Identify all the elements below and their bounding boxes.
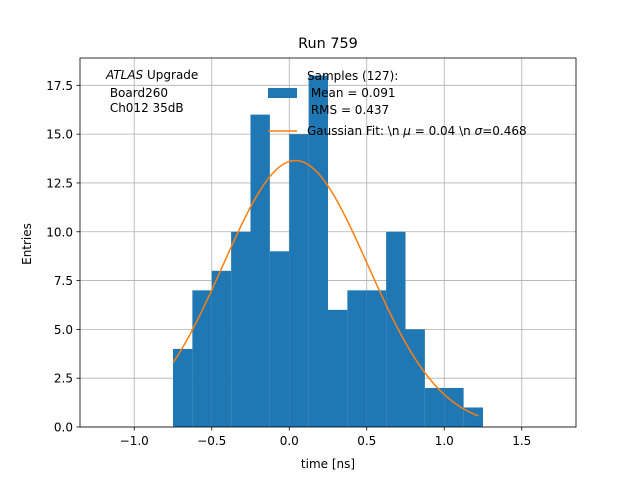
histogram-bar xyxy=(289,134,309,427)
histogram-bar xyxy=(386,231,406,427)
histogram-bar xyxy=(231,231,251,427)
legend-histogram-line-1: Samples (127): xyxy=(307,69,398,83)
legend-fit-sigma: σ xyxy=(475,124,483,138)
legend-histogram-line-3: RMS = 0.437 xyxy=(307,103,389,117)
histogram-bar xyxy=(173,348,193,427)
histogram-bar xyxy=(308,75,328,428)
legend-histogram-line-2: Mean = 0.091 xyxy=(307,86,396,100)
x-tick-label: −0.5 xyxy=(197,434,226,448)
x-tick-label: −1.0 xyxy=(120,434,149,448)
legend-histogram-patch xyxy=(268,88,297,98)
annotation-upgrade: Upgrade xyxy=(143,68,198,82)
y-axis-label: Entries xyxy=(20,223,34,265)
annotation-atlas: ATLAS xyxy=(105,68,144,82)
histogram-bar xyxy=(328,309,348,427)
legend-fit-part-2: = 0.04 \n xyxy=(411,124,475,138)
legend: Samples (127): Mean = 0.091 RMS = 0.437 … xyxy=(268,69,527,138)
x-axis-label: time [ns] xyxy=(301,457,355,471)
histogram-bar xyxy=(211,270,232,427)
histogram-bar xyxy=(366,290,387,427)
x-tick-label: 1.5 xyxy=(512,434,531,448)
atlas-annotation: ATLAS Upgrade Board260 Ch012 35dB xyxy=(105,68,198,115)
histogram-bar xyxy=(444,387,464,427)
y-tick-label: 12.5 xyxy=(46,176,73,190)
histogram-bar xyxy=(250,114,270,427)
legend-fit-label: Gaussian Fit: \n μ = 0.04 \n σ=0.468 xyxy=(307,124,527,138)
gaussian-fit-curve xyxy=(172,159,479,417)
annotation-line-3: Ch012 35dB xyxy=(106,101,184,115)
legend-fit-mu: μ xyxy=(402,124,411,138)
annotation-line-1: ATLAS Upgrade xyxy=(105,68,198,82)
histogram-bar xyxy=(405,329,425,427)
y-tick-label: 2.5 xyxy=(54,372,73,386)
histogram-bars xyxy=(173,75,483,428)
histogram-bar xyxy=(424,387,445,427)
y-tick-label: 10.0 xyxy=(46,225,73,239)
y-tick-label: 0.0 xyxy=(54,421,73,435)
chart-title: Run 759 xyxy=(298,36,358,52)
plot-frame xyxy=(79,57,577,428)
y-tick-label: 15.0 xyxy=(46,128,73,142)
y-tick-label: 7.5 xyxy=(54,274,73,288)
x-tick-label: 0.5 xyxy=(357,434,376,448)
histogram-bar xyxy=(347,290,367,427)
legend-fit-part-3: =0.468 xyxy=(482,124,526,138)
legend-fit-part-1: Gaussian Fit: \n xyxy=(307,124,403,138)
annotation-line-2: Board260 xyxy=(106,86,168,100)
y-tick-label: 17.5 xyxy=(46,79,73,93)
y-tick-label: 5.0 xyxy=(54,323,73,337)
axis-ticks: −1.0 −0.5 0.0 0.5 1.0 1.5 0.0 2.5 5.0 7.5 10.0 12.5… xyxy=(46,79,531,448)
x-tick-label: 0.0 xyxy=(280,434,299,448)
x-tick-label: 1.0 xyxy=(435,434,454,448)
histogram-bar xyxy=(269,251,290,427)
histogram-bar xyxy=(192,290,212,427)
histogram-bar xyxy=(463,407,483,427)
